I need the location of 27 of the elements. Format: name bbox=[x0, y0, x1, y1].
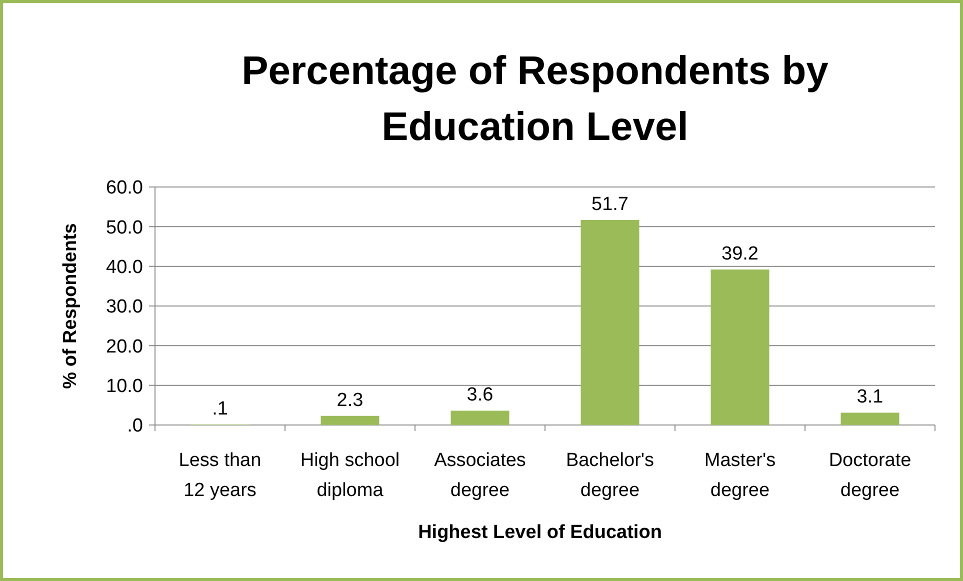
y-axis-title: % of Respondents bbox=[60, 223, 81, 389]
data-label: 3.1 bbox=[856, 386, 884, 408]
y-tick-label: 20.0 bbox=[106, 336, 143, 358]
x-axis-title: Highest Level of Education bbox=[418, 522, 662, 543]
data-label: .1 bbox=[212, 398, 228, 420]
x-tick-label: Doctorate degree bbox=[828, 450, 912, 501]
x-tick-label: Master's degree bbox=[704, 450, 776, 501]
bar bbox=[450, 410, 510, 425]
data-label: 2.3 bbox=[336, 390, 364, 411]
x-tick-label: Bachelor's degree bbox=[566, 450, 654, 501]
y-tick-label: 30.0 bbox=[106, 296, 143, 318]
y-tick-label: 40.0 bbox=[106, 256, 143, 278]
x-tick-label: High school diploma bbox=[300, 450, 400, 501]
bar bbox=[320, 416, 380, 425]
data-label: 3.6 bbox=[466, 384, 494, 406]
y-tick-label: .0 bbox=[127, 416, 143, 437]
y-tick-label: 60.0 bbox=[106, 178, 143, 199]
bar bbox=[840, 412, 900, 425]
y-tick-label: 50.0 bbox=[106, 217, 143, 238]
bar bbox=[710, 270, 770, 425]
bar bbox=[580, 220, 640, 425]
chart-title: Percentage of Respondents by Education Level bbox=[242, 49, 830, 149]
data-label: 51.7 bbox=[592, 194, 628, 215]
y-tick-label: 10.0 bbox=[106, 376, 143, 397]
x-tick-label: Less than 12 years bbox=[178, 450, 262, 501]
x-tick-label: Associates degree bbox=[434, 450, 526, 501]
data-label: 39.2 bbox=[722, 244, 758, 265]
